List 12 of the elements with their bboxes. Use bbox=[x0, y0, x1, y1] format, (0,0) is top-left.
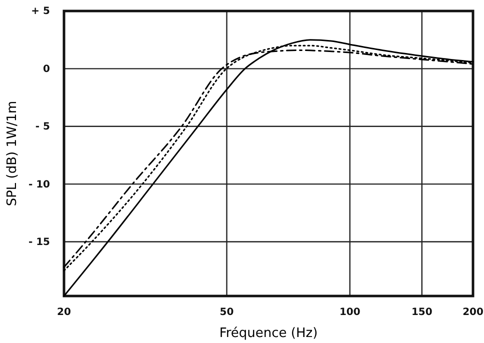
y-tick-label: 0 bbox=[43, 64, 50, 75]
y-tick-label: - 10 bbox=[28, 179, 50, 190]
x-tick-label: 100 bbox=[339, 307, 360, 318]
x-tick-label: 200 bbox=[462, 307, 484, 318]
y-axis-title: SPL (dB) 1W/1m bbox=[5, 100, 20, 206]
x-tick-label: 150 bbox=[411, 307, 432, 318]
y-tick-label: + 5 bbox=[31, 6, 50, 18]
x-tick-label: 50 bbox=[220, 307, 234, 318]
y-tick-label: - 5 bbox=[35, 122, 50, 133]
y-tick-label: - 15 bbox=[28, 236, 50, 248]
x-tick-label: 20 bbox=[57, 307, 71, 318]
x-axis-title: Fréquence (Hz) bbox=[219, 326, 318, 341]
